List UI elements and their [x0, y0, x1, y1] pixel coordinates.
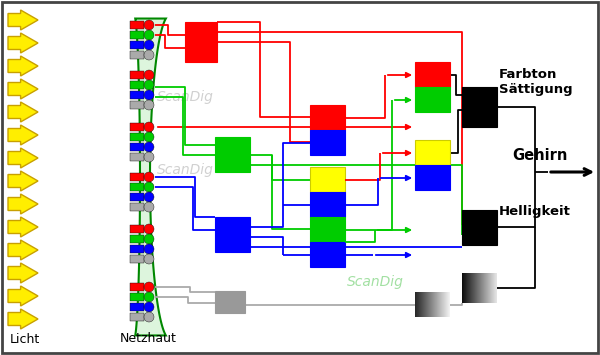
Bar: [130, 173, 144, 181]
Circle shape: [144, 152, 154, 162]
Text: Licht: Licht: [10, 333, 40, 346]
Bar: [215, 217, 250, 252]
Bar: [130, 101, 144, 109]
Circle shape: [144, 40, 154, 50]
Bar: [130, 133, 144, 141]
Text: ScanDig: ScanDig: [157, 163, 214, 177]
Circle shape: [144, 70, 154, 80]
Circle shape: [144, 122, 154, 132]
Polygon shape: [8, 102, 38, 122]
Bar: [462, 210, 497, 245]
Circle shape: [144, 90, 154, 100]
Bar: [130, 313, 144, 321]
Text: ScanDig: ScanDig: [157, 90, 214, 104]
Circle shape: [144, 282, 154, 292]
Text: Netzhaut: Netzhaut: [119, 332, 176, 345]
Polygon shape: [8, 171, 38, 191]
Polygon shape: [8, 217, 38, 237]
Polygon shape: [8, 79, 38, 99]
Polygon shape: [8, 10, 38, 30]
Circle shape: [144, 292, 154, 302]
Bar: [462, 87, 497, 127]
Polygon shape: [8, 309, 38, 329]
Polygon shape: [8, 240, 38, 260]
Bar: [130, 143, 144, 151]
Circle shape: [144, 312, 154, 322]
Bar: [310, 130, 345, 155]
Bar: [415, 165, 450, 190]
Bar: [310, 242, 345, 267]
Polygon shape: [8, 56, 38, 76]
Bar: [415, 140, 450, 165]
Text: Helligkeit: Helligkeit: [499, 206, 571, 218]
Circle shape: [144, 100, 154, 110]
Bar: [130, 235, 144, 243]
Bar: [130, 31, 144, 39]
Polygon shape: [8, 33, 38, 53]
Bar: [130, 303, 144, 311]
Circle shape: [144, 142, 154, 152]
Circle shape: [144, 192, 154, 202]
Bar: [130, 283, 144, 291]
Bar: [130, 183, 144, 191]
Polygon shape: [8, 125, 38, 145]
Circle shape: [144, 80, 154, 90]
Bar: [310, 217, 345, 242]
Bar: [130, 41, 144, 49]
Text: Gehirn: Gehirn: [512, 148, 568, 163]
Circle shape: [144, 302, 154, 312]
Circle shape: [144, 20, 154, 30]
Bar: [130, 225, 144, 233]
Polygon shape: [135, 18, 166, 335]
Bar: [130, 71, 144, 79]
Circle shape: [144, 172, 154, 182]
Bar: [130, 245, 144, 253]
Circle shape: [144, 182, 154, 192]
Bar: [310, 192, 345, 217]
Text: Farbton: Farbton: [499, 69, 557, 82]
Polygon shape: [8, 148, 38, 168]
Bar: [310, 167, 345, 192]
Bar: [215, 137, 250, 172]
Bar: [130, 255, 144, 263]
Bar: [310, 105, 345, 130]
Circle shape: [144, 50, 154, 60]
Circle shape: [144, 244, 154, 254]
Bar: [130, 293, 144, 301]
Bar: [185, 22, 217, 62]
Bar: [130, 153, 144, 161]
Circle shape: [144, 224, 154, 234]
Circle shape: [144, 234, 154, 244]
Bar: [415, 62, 450, 87]
Bar: [415, 87, 450, 112]
Bar: [130, 123, 144, 131]
Bar: [130, 21, 144, 29]
Circle shape: [144, 30, 154, 40]
Polygon shape: [8, 194, 38, 214]
Text: Sättigung: Sättigung: [499, 83, 572, 97]
Circle shape: [144, 132, 154, 142]
Bar: [130, 81, 144, 89]
Bar: [130, 91, 144, 99]
Polygon shape: [8, 286, 38, 306]
Bar: [215, 291, 245, 313]
Polygon shape: [8, 263, 38, 283]
Bar: [130, 203, 144, 211]
Circle shape: [144, 254, 154, 264]
Bar: [130, 193, 144, 201]
Bar: [130, 51, 144, 59]
Text: ScanDig: ScanDig: [347, 275, 403, 289]
Circle shape: [144, 202, 154, 212]
